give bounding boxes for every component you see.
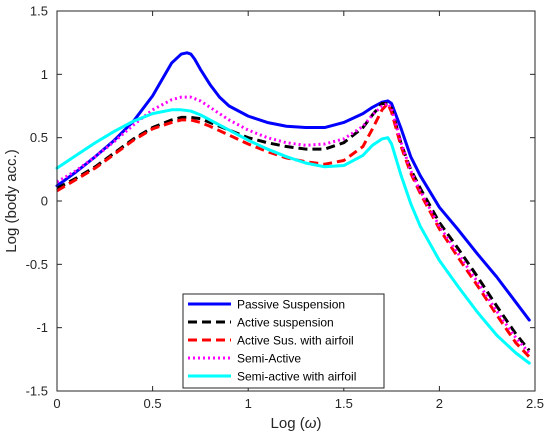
x-axis-label-close: ) bbox=[316, 415, 321, 432]
x-tick-label: 0.5 bbox=[144, 396, 162, 411]
legend-label-3: Active Sus. with airfoil bbox=[237, 334, 354, 348]
y-axis-label: Log (body acc.) bbox=[3, 149, 20, 252]
y-tick-label: 1.5 bbox=[30, 4, 48, 19]
legend-label-4: Semi-Active bbox=[237, 352, 301, 366]
series-layer bbox=[55, 51, 531, 365]
legend-label-1: Passive Suspension bbox=[237, 298, 345, 312]
y-tick-label: 0.5 bbox=[30, 130, 48, 145]
legend-label-5: Semi-active with airfoil bbox=[237, 370, 356, 384]
x-tick-label: 1 bbox=[245, 396, 252, 411]
x-axis-label: Log (ω) bbox=[271, 415, 322, 432]
series-line-4 bbox=[56, 95, 531, 354]
x-tick-label: 0 bbox=[53, 396, 60, 411]
y-tick-label: 0 bbox=[41, 194, 48, 209]
legend-label-2: Active suspension bbox=[237, 316, 334, 330]
y-tick-label: -0.5 bbox=[26, 257, 48, 272]
tick-layer: 0 0.5 1 1.5 2 2.5 -1.5 -1 -0.5 0 0.5 1 1.5 bbox=[26, 4, 544, 412]
series-line-3 bbox=[56, 101, 531, 358]
legend: Passive Suspension Active suspension Activ… bbox=[182, 293, 385, 389]
x-tick-label: 2 bbox=[436, 396, 443, 411]
series-line-1 bbox=[55, 51, 531, 322]
x-tick-label: 1.5 bbox=[335, 396, 353, 411]
y-tick-label: 1 bbox=[41, 67, 48, 82]
x-axis-label-symbol: ω bbox=[305, 415, 317, 432]
y-tick-label: -1.5 bbox=[26, 384, 48, 399]
series-line-5 bbox=[55, 108, 531, 365]
x-tick-label: 2.5 bbox=[526, 396, 544, 411]
y-tick-label: -1 bbox=[36, 320, 48, 335]
x-axis-label-text: Log ( bbox=[271, 415, 305, 432]
